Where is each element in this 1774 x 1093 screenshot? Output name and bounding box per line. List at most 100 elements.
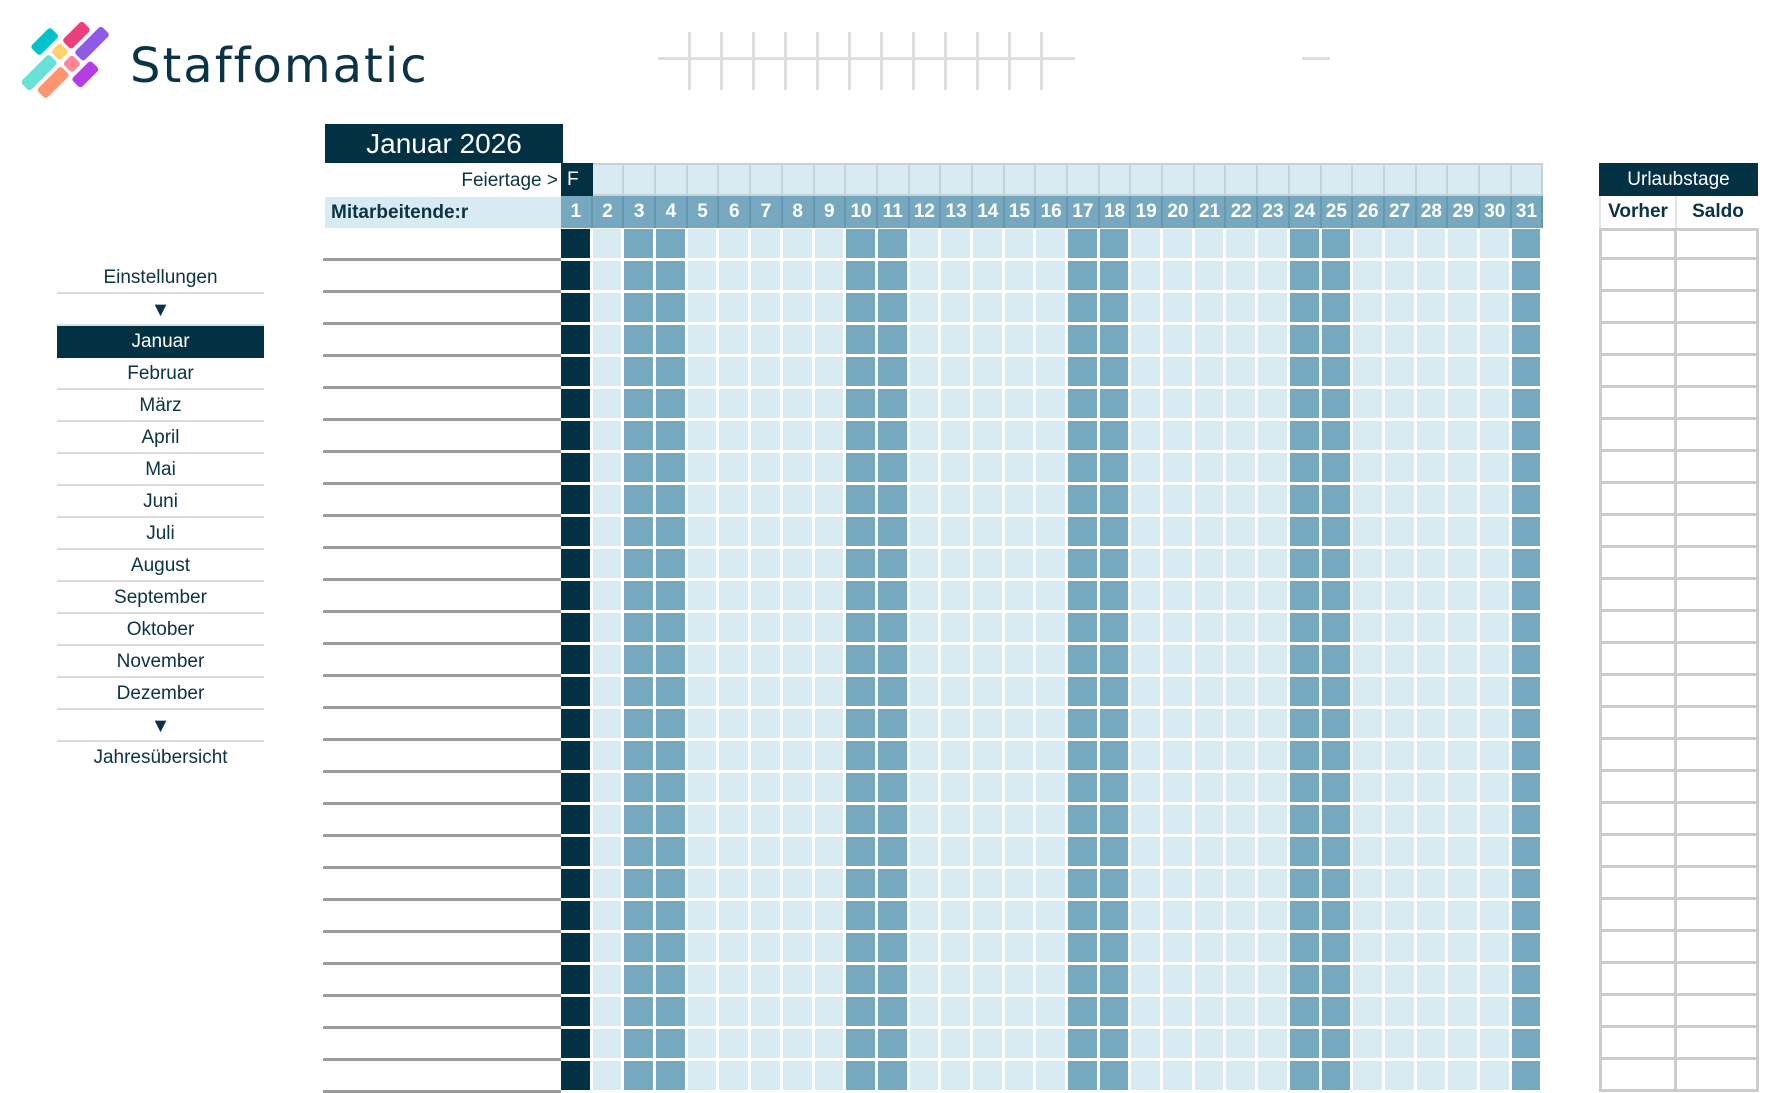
day-cell[interactable]: [1448, 261, 1480, 293]
previous-days-input[interactable]: [1599, 356, 1677, 388]
day-cell[interactable]: [1131, 581, 1164, 613]
day-cell[interactable]: [1163, 517, 1195, 549]
day-cell[interactable]: [941, 261, 973, 293]
day-cell[interactable]: [1353, 645, 1385, 677]
day-cell[interactable]: [624, 997, 657, 1029]
day-cell[interactable]: [814, 517, 847, 549]
day-cell[interactable]: [561, 709, 593, 741]
balance-days-cell[interactable]: [1677, 420, 1759, 452]
day-cell[interactable]: [1416, 837, 1449, 869]
day-cell[interactable]: [1099, 773, 1132, 805]
day-cell[interactable]: [1163, 933, 1195, 965]
day-cell[interactable]: [1384, 261, 1417, 293]
day-cell[interactable]: [846, 357, 878, 389]
day-cell[interactable]: [846, 1029, 878, 1061]
day-cell[interactable]: [1036, 773, 1068, 805]
day-cell[interactable]: [656, 933, 688, 965]
day-cell[interactable]: [1163, 965, 1195, 997]
day-cell[interactable]: [972, 549, 1005, 581]
day-cell[interactable]: [1068, 421, 1100, 453]
day-cell[interactable]: [1511, 901, 1544, 933]
day-cell[interactable]: [1384, 357, 1417, 389]
day-cell[interactable]: [1448, 901, 1480, 933]
month-link-9[interactable]: September: [57, 582, 264, 614]
holiday-cell[interactable]: [877, 163, 910, 196]
day-cell[interactable]: [1479, 421, 1512, 453]
staff-name-input[interactable]: [323, 933, 562, 965]
day-cell[interactable]: [1194, 741, 1227, 773]
staff-name-input[interactable]: [323, 965, 562, 997]
day-cell[interactable]: [1511, 741, 1544, 773]
day-cell[interactable]: [656, 741, 688, 773]
day-cell[interactable]: [1416, 613, 1449, 645]
day-cell[interactable]: [1258, 389, 1290, 421]
day-cell[interactable]: [1099, 869, 1132, 901]
day-cell[interactable]: [1194, 485, 1227, 517]
day-cell[interactable]: [972, 933, 1005, 965]
balance-days-cell[interactable]: [1677, 484, 1759, 516]
day-cell[interactable]: [941, 453, 973, 485]
holiday-cell[interactable]: [1479, 163, 1512, 196]
day-cell[interactable]: [592, 1061, 625, 1093]
day-cell[interactable]: [1289, 645, 1322, 677]
day-cell[interactable]: [972, 389, 1005, 421]
holiday-cell[interactable]: [1068, 163, 1100, 196]
balance-days-cell[interactable]: [1677, 900, 1759, 932]
day-cell[interactable]: [1194, 965, 1227, 997]
day-cell[interactable]: [656, 837, 688, 869]
day-cell[interactable]: [1448, 389, 1480, 421]
day-cell[interactable]: [1384, 581, 1417, 613]
day-cell[interactable]: [1384, 453, 1417, 485]
holiday-cell[interactable]: [1416, 163, 1449, 196]
day-cell[interactable]: [1068, 837, 1100, 869]
day-cell[interactable]: [1479, 645, 1512, 677]
day-cell[interactable]: [814, 549, 847, 581]
day-cell[interactable]: [592, 485, 625, 517]
day-cell[interactable]: [1004, 677, 1037, 709]
day-cell[interactable]: [782, 357, 815, 389]
day-cell[interactable]: [941, 485, 973, 517]
day-cell[interactable]: [687, 805, 720, 837]
holiday-cell[interactable]: [1004, 163, 1037, 196]
day-cell[interactable]: [1163, 837, 1195, 869]
day-cell[interactable]: [972, 645, 1005, 677]
day-cell[interactable]: [1416, 293, 1449, 325]
day-cell[interactable]: [1353, 517, 1385, 549]
day-cell[interactable]: [972, 869, 1005, 901]
day-cell[interactable]: [1036, 645, 1068, 677]
day-cell[interactable]: [1131, 805, 1164, 837]
day-cell[interactable]: [1099, 293, 1132, 325]
day-cell[interactable]: [624, 389, 657, 421]
day-cell[interactable]: [592, 965, 625, 997]
day-cell[interactable]: [814, 453, 847, 485]
day-cell[interactable]: [1163, 325, 1195, 357]
day-cell[interactable]: [1004, 741, 1037, 773]
day-cell[interactable]: [624, 325, 657, 357]
day-cell[interactable]: [1131, 549, 1164, 581]
day-cell[interactable]: [1099, 933, 1132, 965]
day-cell[interactable]: [1416, 485, 1449, 517]
day-cell[interactable]: [877, 421, 910, 453]
day-cell[interactable]: [1036, 1061, 1068, 1093]
day-cell[interactable]: [719, 997, 752, 1029]
day-cell[interactable]: [624, 805, 657, 837]
day-cell[interactable]: [972, 805, 1005, 837]
day-cell[interactable]: [1511, 1029, 1544, 1061]
day-cell[interactable]: [782, 901, 815, 933]
day-cell[interactable]: [561, 997, 593, 1029]
day-cell[interactable]: [1163, 901, 1195, 933]
day-cell[interactable]: [1068, 965, 1100, 997]
day-cell[interactable]: [1511, 581, 1544, 613]
day-cell[interactable]: [719, 357, 752, 389]
previous-days-input[interactable]: [1599, 1028, 1677, 1060]
day-cell[interactable]: [687, 613, 720, 645]
day-cell[interactable]: [1163, 1029, 1195, 1061]
day-cell[interactable]: [656, 325, 688, 357]
day-cell[interactable]: [1226, 709, 1259, 741]
day-cell[interactable]: [1511, 933, 1544, 965]
day-cell[interactable]: [782, 421, 815, 453]
day-cell[interactable]: [1479, 965, 1512, 997]
day-cell[interactable]: [1353, 869, 1385, 901]
day-cell[interactable]: [1384, 901, 1417, 933]
day-cell[interactable]: [972, 293, 1005, 325]
